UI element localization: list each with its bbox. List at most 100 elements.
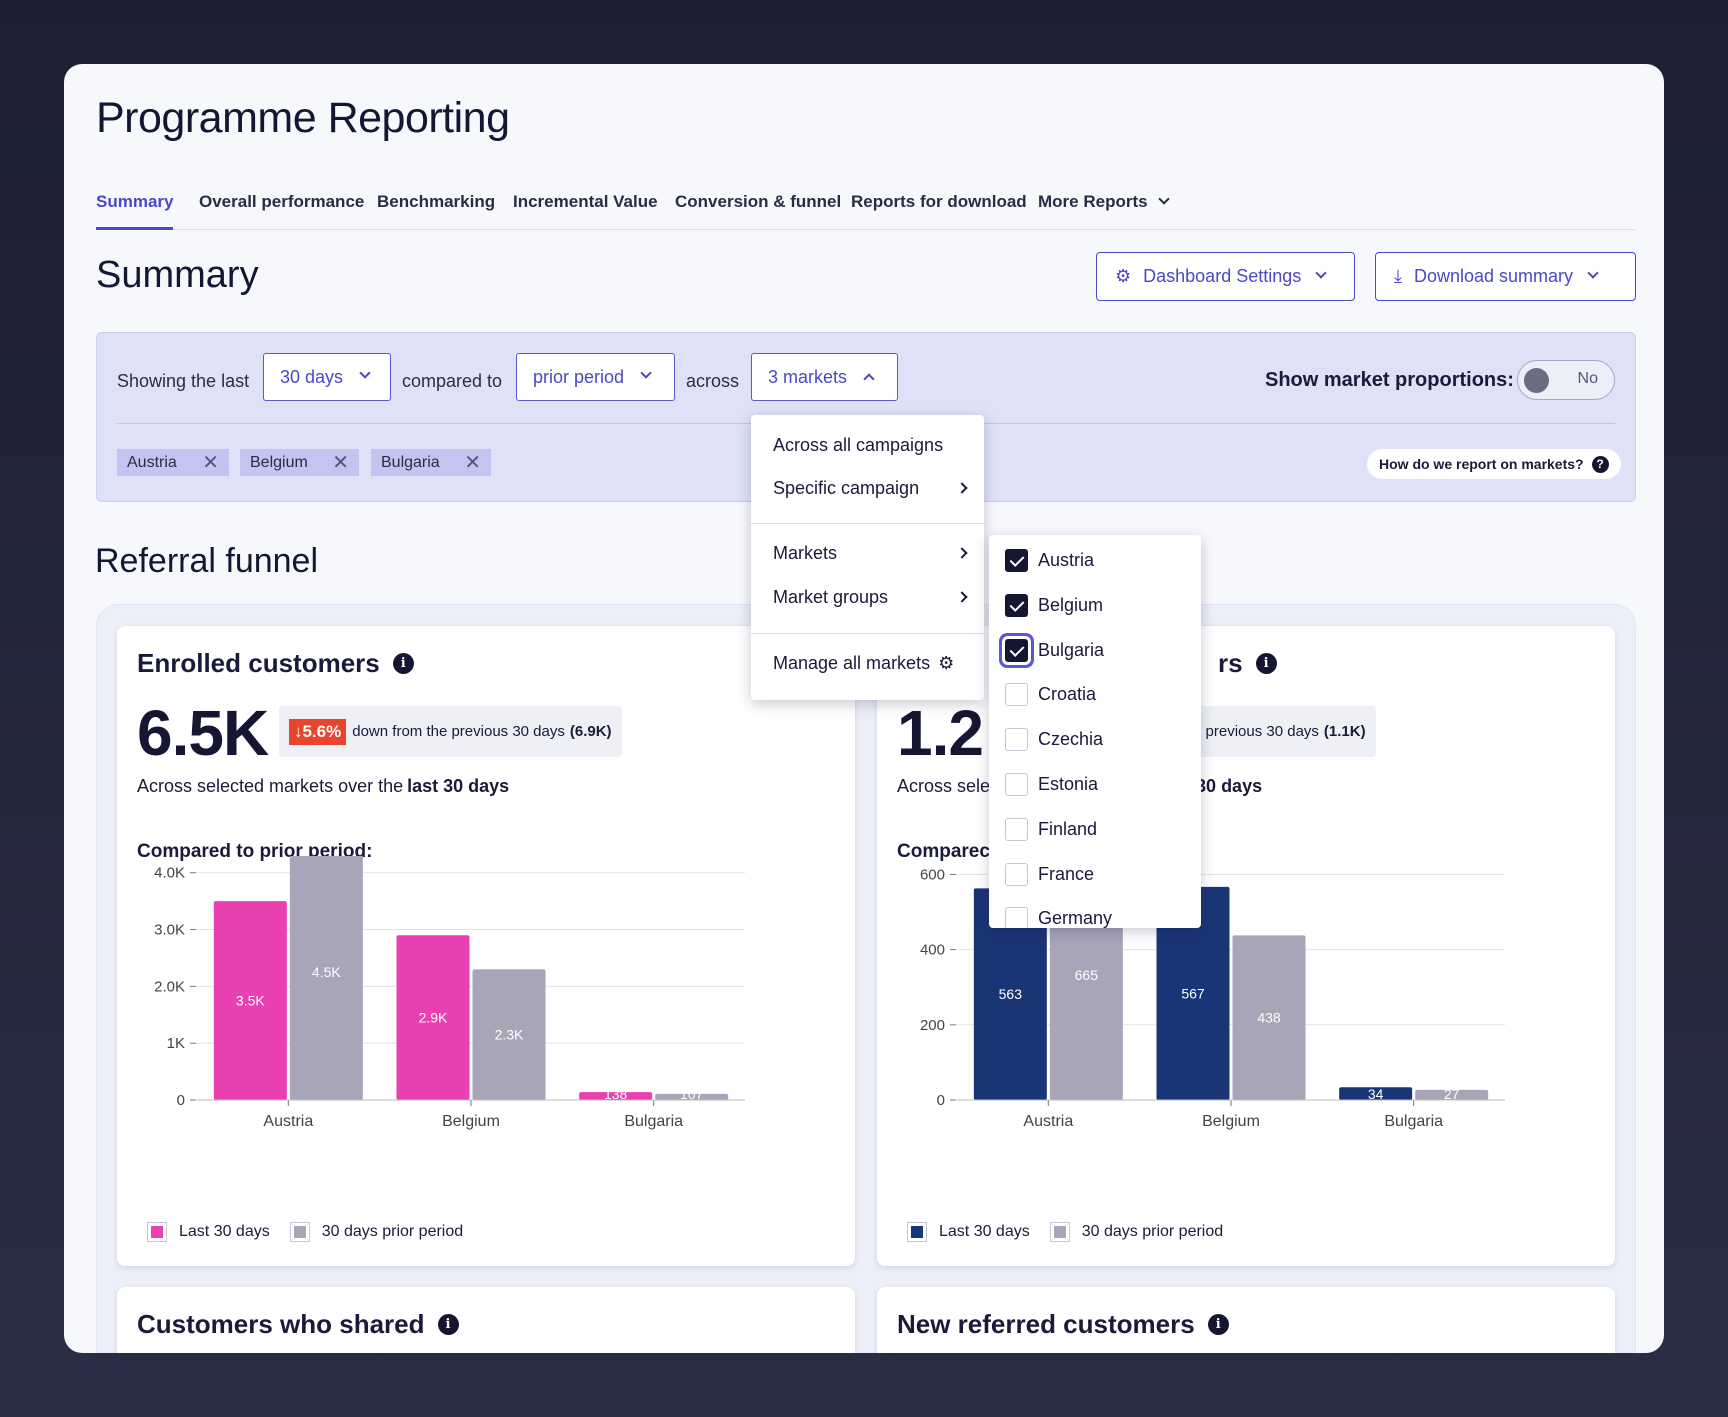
chevron-down-icon	[359, 367, 371, 379]
bar-30-days-prior-period	[289, 856, 363, 1100]
tab-incremental-value[interactable]: Incremental Value	[513, 192, 658, 211]
y-tick-label: 4.0K	[154, 865, 185, 882]
chip-label: Austria	[127, 453, 177, 471]
checkbox[interactable]	[1005, 594, 1028, 617]
chart-legend: Last 30 days 30 days prior period	[907, 1222, 1243, 1242]
legend-item-prior[interactable]: 30 days prior period	[1049, 1222, 1224, 1242]
info-icon[interactable]: i	[1207, 1314, 1229, 1335]
markets-help-link[interactable]: How do we report on markets??	[1367, 449, 1621, 479]
checkbox[interactable]	[1005, 863, 1028, 886]
checkbox[interactable]	[1005, 907, 1028, 928]
gear-icon: ⚙	[1115, 266, 1132, 286]
bar-last-30-days	[579, 1092, 653, 1100]
market-name: Estonia	[1038, 774, 1099, 794]
second-bar-chart: 0 200 400 600 563 665 Austria 567 438 Belgium 34 27…	[920, 856, 1505, 1130]
menu-item-all-campaigns[interactable]: Across all campaigns	[773, 435, 966, 456]
checkbox[interactable]	[1005, 728, 1028, 751]
tab-more-reports[interactable]: More Reports	[1038, 184, 1170, 230]
menu-label: Markets	[773, 543, 838, 563]
delta-prev: (1.1K)	[1323, 723, 1366, 740]
menu-item-manage-markets[interactable]: Manage all markets ⚙	[773, 653, 966, 674]
period-select[interactable]: 30 days	[263, 353, 391, 401]
app-window: Programme Reporting Summary Overall perf…	[64, 64, 1664, 1353]
market-name: Austria	[1038, 550, 1095, 570]
menu-item-markets[interactable]: Markets	[773, 543, 968, 564]
legend-label: 30 days prior period	[1081, 1223, 1224, 1240]
delta-prev: (6.9K)	[569, 723, 612, 740]
market-option-czechia[interactable]: Czechia	[1005, 728, 1103, 751]
menu-divider	[751, 633, 984, 634]
checkbox[interactable]	[1005, 549, 1028, 572]
market-name: Germany	[1038, 908, 1113, 928]
compare-select[interactable]: prior period	[516, 353, 675, 401]
tab-more-reports-label: More Reports	[1038, 192, 1148, 211]
chevron-up-icon	[863, 373, 875, 385]
checkbox[interactable]	[1005, 773, 1028, 796]
checkbox[interactable]	[1005, 818, 1028, 841]
market-option-austria[interactable]: Austria	[1005, 549, 1094, 572]
new-referred-card: New referred customers i	[877, 1287, 1615, 1353]
bar-value-label: 3.5K	[236, 993, 265, 1009]
bar-last-30-days	[213, 901, 287, 1100]
market-option-bulgaria[interactable]: Bulgaria	[1005, 639, 1104, 662]
x-tick-label: Bulgaria	[624, 1113, 683, 1130]
tab-reports-for-download[interactable]: Reports for download	[851, 192, 1027, 211]
chevron-down-icon	[1587, 266, 1599, 279]
info-icon[interactable]: i	[437, 1314, 459, 1335]
tab-conversion-funnel[interactable]: Conversion & funnel	[675, 192, 842, 211]
bar-value-label: 563	[999, 986, 1023, 1002]
market-option-france[interactable]: France	[1005, 863, 1094, 886]
market-name: Belgium	[1038, 595, 1104, 615]
checkbox[interactable]	[1005, 683, 1028, 706]
markets-value: 3 markets	[768, 366, 848, 387]
tab-benchmarking[interactable]: Benchmarking	[377, 192, 496, 211]
market-chip-austria: Austria ✕	[117, 449, 229, 476]
market-option-estonia[interactable]: Estonia	[1005, 773, 1098, 796]
card-title: New referred customers i	[897, 1309, 1229, 1340]
help-label: How do we report on markets?	[1379, 456, 1584, 472]
download-summary-button[interactable]: ⤓ Download summary	[1375, 252, 1636, 301]
menu-item-market-groups[interactable]: Market groups	[773, 587, 968, 608]
dashboard-settings-button[interactable]: ⚙ Dashboard Settings	[1096, 252, 1355, 301]
bar-last-30-days	[1156, 886, 1230, 1100]
enrolled-bar-chart: 0 1K 2.0K 3.0K 4.0K 3.5K 4.5K Austria 2.9K 2.3K Be…	[154, 856, 745, 1130]
question-icon: ?	[1591, 455, 1609, 473]
market-proportions-toggle[interactable]: No	[1517, 360, 1615, 400]
chip-label: Belgium	[250, 453, 308, 471]
toggle-label: No	[1577, 370, 1598, 387]
download-summary-label: Download summary	[1413, 266, 1574, 286]
market-name: Czechia	[1038, 729, 1104, 749]
market-option-finland[interactable]: Finland	[1005, 818, 1097, 841]
compared-label: compared to	[402, 371, 503, 391]
chevron-right-icon	[956, 590, 968, 603]
market-option-germany[interactable]: Germany	[1005, 907, 1112, 928]
legend-item-prior[interactable]: 30 days prior period	[289, 1222, 463, 1242]
checkbox[interactable]	[1005, 639, 1028, 662]
menu-item-specific-campaign[interactable]: Specific campaign	[773, 478, 968, 499]
market-option-belgium[interactable]: Belgium	[1005, 594, 1103, 617]
tab-summary[interactable]: Summary	[96, 184, 174, 230]
across-label: across	[686, 371, 740, 391]
legend-swatch	[1049, 1222, 1070, 1242]
info-icon[interactable]: i	[392, 653, 414, 674]
bar-last-30-days	[1339, 1087, 1413, 1100]
info-icon[interactable]: i	[1255, 653, 1277, 674]
menu-label: Specific campaign	[773, 478, 920, 498]
tab-overall-performance[interactable]: Overall performance	[199, 192, 365, 211]
chevron-right-icon	[956, 546, 968, 559]
card-subtext: Across selected markets over the last 30 …	[137, 776, 509, 797]
legend-item-last[interactable]: Last 30 days	[147, 1222, 270, 1242]
markets-select[interactable]: 3 markets	[751, 353, 898, 401]
close-icon[interactable]: ✕	[464, 452, 481, 474]
bar-last-30-days	[396, 935, 470, 1100]
legend-item-last[interactable]: Last 30 days	[907, 1222, 1030, 1242]
card-title-text: Customers who shared	[137, 1309, 425, 1339]
close-icon[interactable]: ✕	[332, 452, 349, 474]
close-icon[interactable]: ✕	[202, 452, 219, 474]
bar-value-label: 34	[1368, 1086, 1384, 1102]
x-tick-label: Belgium	[442, 1113, 500, 1130]
period-value: 30 days	[280, 366, 344, 387]
delta-badge: ↓5.6%	[289, 718, 347, 745]
market-option-croatia[interactable]: Croatia	[1005, 683, 1096, 706]
chart-legend: Last 30 days 30 days prior period	[147, 1222, 483, 1242]
